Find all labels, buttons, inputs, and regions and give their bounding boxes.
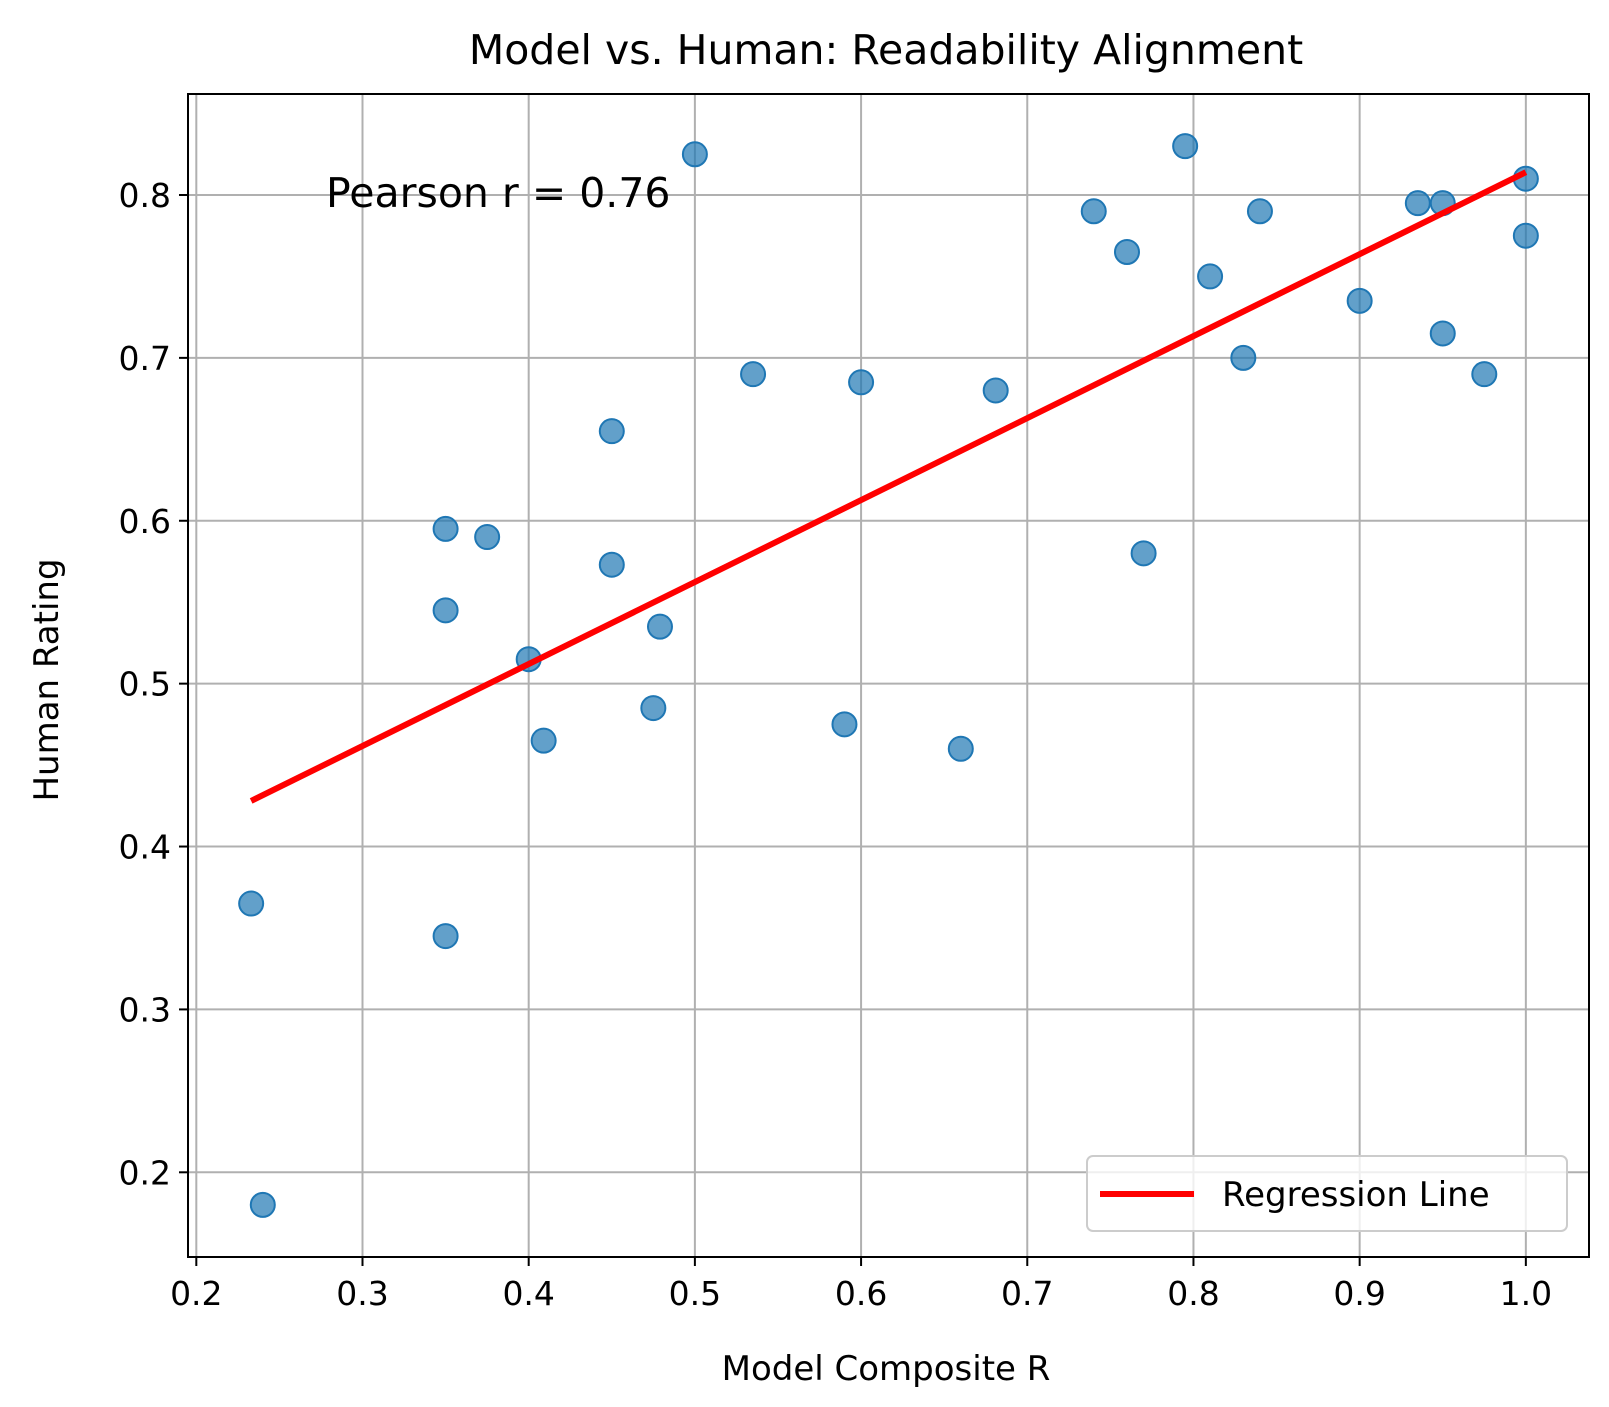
scatter-point (1471, 361, 1498, 388)
x-tick-label: 0.8 (1167, 1274, 1219, 1313)
legend-box (1086, 1155, 1568, 1232)
scatter-point (249, 1191, 276, 1218)
scatter-point (530, 727, 557, 754)
scatter-point (1246, 198, 1273, 225)
scatter-point (598, 418, 625, 445)
pearson-annotation: Pearson r = 0.76 (326, 169, 671, 217)
x-axis-label: Model Composite R (722, 1349, 1051, 1389)
scatter-point (1197, 263, 1224, 290)
scatter-point (1429, 320, 1456, 347)
x-tick-label: 0.7 (1001, 1274, 1053, 1313)
y-axis-label: Human Rating (27, 558, 67, 801)
scatter-point (1346, 287, 1373, 314)
x-tick-label: 0.6 (835, 1274, 887, 1313)
scatter-point (848, 369, 875, 396)
scatter-point (432, 597, 459, 624)
regression-line (249, 169, 1528, 804)
scatter-point (982, 377, 1009, 404)
scatter-point (1080, 198, 1107, 225)
regression-line-group (249, 169, 1528, 804)
data-points (238, 133, 1539, 1218)
scatter-point (681, 141, 708, 168)
scatter-point (238, 890, 265, 917)
scatter-point (1130, 540, 1157, 567)
x-tick-label: 0.3 (336, 1274, 388, 1313)
scatter-point (432, 923, 459, 950)
scatter-point (432, 515, 459, 542)
x-tick-label: 0.5 (669, 1274, 721, 1313)
scatter-point (831, 711, 858, 738)
scatter-point (640, 695, 667, 722)
y-tick-label: 0.7 (119, 339, 171, 378)
x-tick-label: 0.9 (1333, 1274, 1385, 1313)
y-tick-label: 0.5 (119, 665, 171, 704)
chart-title: Model vs. Human: Readability Alignment (469, 26, 1303, 74)
scatter-point (1230, 344, 1257, 371)
scatter-point (474, 524, 501, 551)
y-tick-label: 0.8 (119, 176, 171, 215)
x-axis-ticks: 0.2 0.3 0.4 0.5 0.6 0.7 0.8 0.9 1.0 (170, 1257, 1552, 1313)
y-tick-label: 0.4 (119, 828, 171, 867)
y-tick-label: 0.2 (119, 1153, 171, 1192)
x-tick-label: 1.0 (1500, 1274, 1552, 1313)
legend-label-regression: Regression Line (1222, 1175, 1490, 1215)
scatter-point (1512, 222, 1539, 249)
y-tick-label: 0.6 (119, 502, 171, 541)
plot-frame (187, 93, 1590, 1258)
scatter-point (947, 735, 974, 762)
scatter-point (646, 613, 673, 640)
scatter-point (1404, 190, 1431, 217)
y-axis-ticks: 0.2 0.3 0.4 0.5 0.6 0.7 0.8 (119, 176, 188, 1192)
legend: Regression Line (1086, 1155, 1568, 1232)
scatter-point (598, 551, 625, 578)
scatter-point (1172, 133, 1199, 160)
scatter-point (740, 361, 767, 388)
scatter-point (1113, 238, 1140, 265)
y-tick-label: 0.3 (119, 990, 171, 1029)
x-tick-label: 0.2 (170, 1274, 222, 1313)
x-tick-label: 0.4 (502, 1274, 554, 1313)
